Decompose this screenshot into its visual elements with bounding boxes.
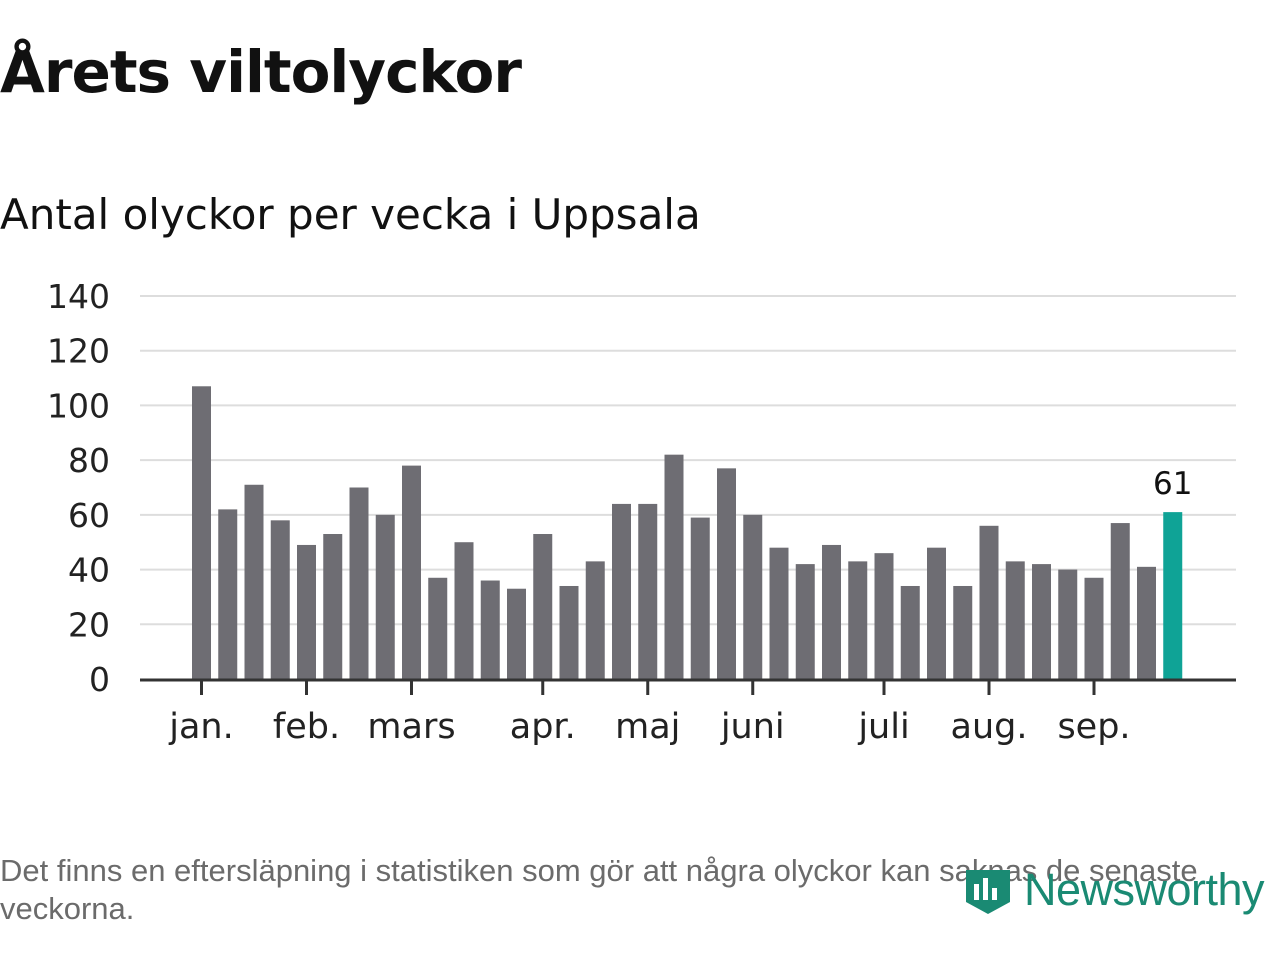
bar [874, 553, 894, 679]
bar [1110, 523, 1130, 679]
y-axis-ticks: 0 20 40 60 80 100 120 140 [47, 277, 110, 699]
chart-subtitle: Antal olyckor per vecka i Uppsala [0, 190, 701, 239]
bar [638, 503, 658, 679]
bar [244, 484, 264, 679]
bar [979, 525, 999, 679]
bar [848, 561, 868, 679]
bar [1058, 569, 1078, 679]
bar [428, 577, 448, 679]
bar [375, 514, 395, 679]
bar [323, 534, 343, 679]
bar [218, 509, 238, 679]
brand-name: Newsworthy [1024, 864, 1265, 915]
bar [349, 487, 369, 679]
y-tick-label: 80 [68, 441, 110, 480]
x-tick-label: juni [720, 707, 785, 747]
gridlines [140, 295, 1236, 626]
x-tick-label: juli [857, 707, 909, 747]
bar [795, 564, 815, 679]
bar [717, 468, 736, 679]
bar [270, 520, 290, 679]
bar [559, 585, 579, 679]
bar [690, 517, 710, 679]
bar [507, 588, 526, 679]
bar [822, 544, 841, 679]
data-label: 61 [1153, 466, 1192, 502]
bar [480, 580, 500, 679]
y-tick-label: 140 [47, 277, 110, 316]
bar [297, 544, 316, 679]
y-tick-label: 40 [68, 551, 110, 590]
bars: 61 [192, 386, 1192, 679]
bar [664, 454, 684, 679]
bar [1005, 561, 1025, 679]
bar [585, 561, 605, 679]
bar [454, 542, 474, 679]
bar [769, 547, 789, 679]
x-axis-ticks: jan. feb. mars apr. maj juni juli aug. sep. [168, 680, 1131, 747]
newsworthy-logo-icon [966, 870, 1010, 914]
x-tick-label: sep. [1057, 707, 1130, 747]
newsworthy-logo: Newsworthy [962, 862, 1265, 918]
bar [900, 585, 920, 679]
bar [953, 585, 973, 679]
bar [1137, 566, 1156, 679]
x-tick-label: jan. [168, 707, 233, 747]
bar [192, 386, 211, 679]
bar-highlight [1163, 512, 1183, 679]
x-tick-label: mars [367, 707, 455, 747]
y-tick-label: 100 [47, 386, 110, 425]
y-tick-label: 0 [89, 660, 110, 699]
y-tick-label: 120 [47, 332, 110, 371]
x-tick-label: aug. [951, 707, 1028, 747]
bar [1032, 564, 1051, 679]
bar [1084, 577, 1104, 679]
x-tick-label: maj [615, 707, 680, 747]
page-title: Årets viltolyckor [0, 38, 522, 106]
x-tick-label: apr. [510, 707, 576, 747]
bar [402, 465, 421, 679]
bar [533, 534, 553, 679]
y-tick-label: 60 [68, 496, 110, 535]
bar [743, 514, 763, 679]
y-tick-label: 20 [68, 605, 110, 644]
bar [927, 547, 946, 679]
x-tick-label: feb. [273, 707, 340, 747]
bar-chart: 0 20 40 60 80 100 120 140 61 jan. feb. mars apr. ma… [47, 277, 1236, 747]
bar [612, 503, 631, 679]
